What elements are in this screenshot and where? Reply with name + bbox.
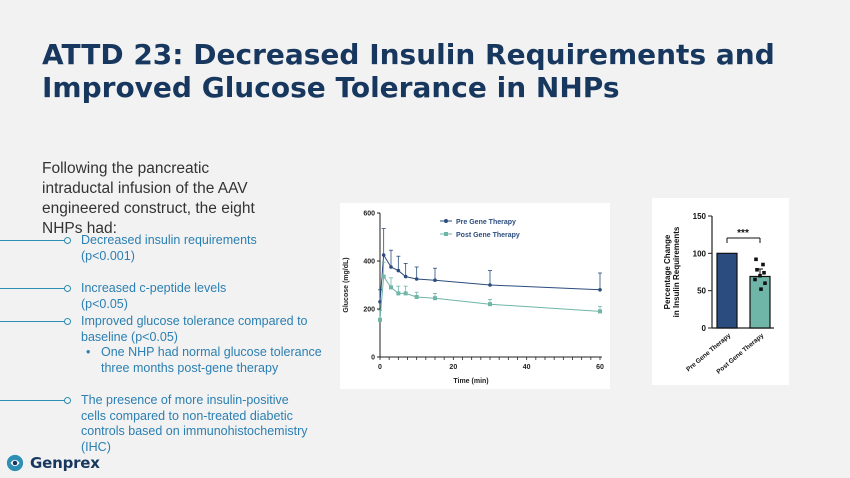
bar-y-tick-label: 50 [697,287,706,296]
bar-post-point [761,262,765,267]
data-point-post [598,309,602,314]
bullet-4-line-2: cells compared to non-treated diabetic [81,408,293,423]
y-axis-label: Glucose (mg/dL) [343,257,350,312]
sub-bullet: • One NHP had normal glucose tolerance t… [86,345,346,376]
bar-post-point [763,281,767,285]
bar-post-point [762,270,766,275]
data-point-post [433,296,437,301]
bullet-dot-1 [64,237,71,244]
glucose-chart-panel: 0 200 400 600 0 20 40 60 Time (min) Glucose (mg… [340,203,610,389]
bullet-2-line-2: (p<0.05) [81,296,128,311]
legend-post-label: Post Gene Therapy [456,232,520,239]
bullet-4-line-1: The presence of more insulin-positive [81,393,289,407]
intro-text: Following the pancreatic intraductal inf… [42,160,255,237]
data-point-pre [414,277,419,281]
x-axis-label: Time (min) [453,378,488,385]
significance-label: *** [737,228,749,239]
data-point-pre [488,283,492,287]
bullet-1: Decreased insulin requirements (p<0.001) [81,233,331,264]
data-point-pre [378,300,382,304]
sub-bullet-marker: • [86,345,91,359]
data-point-post [414,295,419,299]
slide-title: ATTD 23: Decreased Insulin Requirements … [42,38,822,104]
legend-pre-marker [444,219,448,223]
bar-post-point [755,267,759,272]
bullet-connector-4 [0,400,66,401]
bullet-dot-4 [64,397,71,404]
legend-pre-label: Pre Gene Therapy [456,219,516,226]
bullet-1-line-2: (p<0.001) [81,248,135,263]
bullet-1-line-1: Decreased insulin requirements [81,233,257,247]
bullet-dot-3 [64,318,71,325]
bar-pre [716,252,738,329]
bullet-4: The presence of more insulin-positive ce… [81,393,331,455]
bullet-connector-3 [0,321,66,322]
bar-y-tick-label: 150 [693,212,707,221]
bullet-dot-2 [64,285,71,292]
data-point-pre [381,253,386,257]
x-tick-label: 0 [378,364,382,371]
x-tick-label: 20 [449,364,457,371]
bar-y-tick-label: 100 [693,249,707,258]
y-tick-label: 0 [371,355,375,362]
data-point-post [389,285,393,290]
bullet-4-line-4: (IHC) [81,439,111,454]
sub-bullet-line-2: three months post-gene therapy [101,360,279,375]
data-point-pre [389,265,393,269]
bullet-connector-1 [0,240,66,241]
bullet-2: Increased c-peptide levels (p<0.05) [81,281,331,312]
bullet-3-line-1: Improved glucose tolerance compared to [81,314,308,328]
data-point-post [396,291,401,296]
bullet-4-line-3: controls based on immunohistochemistry [81,424,308,438]
bar-post-point [754,257,758,262]
data-point-pre [396,268,401,273]
data-point-pre [433,278,437,282]
bar-post-point [753,277,757,282]
data-point-pre [598,288,602,292]
chart-legend: Pre Gene Therapy Post Gene Therapy [440,219,520,239]
bar-post [749,275,771,329]
bar-post-point [758,273,762,278]
y-tick-label: 200 [363,307,375,314]
legend-post-marker [444,232,448,236]
x-tick-label: 40 [523,364,531,371]
bar-y-label-line-2: in Insulin Requirements [672,226,681,317]
title-line-1: ATTD 23: Decreased Insulin Requirements … [42,38,775,71]
x-tick-label: 60 [596,364,604,371]
significance-bracket: *** [726,228,761,243]
data-point-post [403,291,408,296]
bullet-3-line-2: baseline (p<0.05) [81,329,178,344]
bar-y-label-line-1: Percentage Change [663,234,672,309]
bullet-connector-2 [0,288,66,289]
data-point-post [488,302,492,307]
bullet-2-line-1: Increased c-peptide levels [81,281,227,295]
data-point-post [381,274,386,279]
bar-y-tick-label: 0 [702,324,707,333]
glucose-tolerance-chart: 0 200 400 600 0 20 40 60 Time (min) Glucose (mg… [343,211,604,386]
genprex-logo-icon [6,454,24,472]
bar-post-point [759,287,763,291]
title-line-2: Improved Glucose Tolerance in NHPs [42,71,620,104]
bullet-3: Improved glucose tolerance compared to b… [81,314,331,345]
data-point-post [378,317,382,322]
logo-text: Genprex [30,454,100,472]
y-tick-label: 600 [363,211,375,218]
insulin-chart-panel: 0 50 100 150 Pre Gene Therapy Post Gene Ther… [652,198,789,385]
y-tick-label: 400 [363,259,375,266]
data-point-pre [403,274,408,279]
sub-bullet-line-1: One NHP had normal glucose tolerance [101,345,322,359]
genprex-logo: Genprex [6,454,100,472]
